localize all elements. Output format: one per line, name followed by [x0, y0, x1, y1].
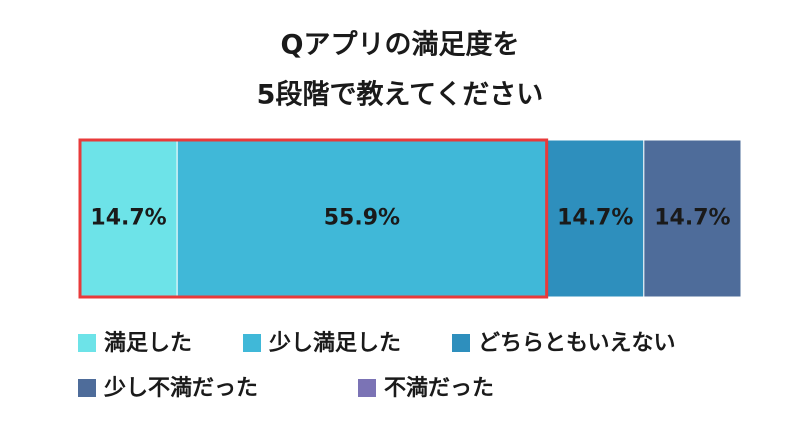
- legend-label: 不満だった: [384, 375, 494, 401]
- legend-swatch: [78, 334, 96, 352]
- value-label: 14.7%: [557, 206, 633, 231]
- chart-title: Qアプリの満足度を: [281, 29, 520, 61]
- value-label: 14.7%: [654, 206, 730, 231]
- highlight-frame: [78, 138, 549, 299]
- bar-segment: [643, 139, 742, 298]
- legend-label: 満足した: [104, 330, 192, 356]
- legend-swatch: [78, 379, 96, 397]
- legend-label: どちらともいえない: [478, 331, 676, 356]
- bar-segment: [546, 139, 645, 298]
- legend-label: 少し不満だった: [103, 375, 258, 401]
- value-label: 14.7%: [90, 206, 166, 231]
- bar-segment: [176, 139, 548, 298]
- legend-label: 少し満足した: [268, 330, 401, 356]
- bar-segment: [79, 139, 178, 298]
- legend-swatch: [358, 379, 376, 397]
- value-label: 55.9%: [324, 206, 400, 231]
- chart-title: 5段階で教えてください: [257, 80, 544, 111]
- legend-swatch: [243, 334, 261, 352]
- legend-swatch: [452, 334, 470, 352]
